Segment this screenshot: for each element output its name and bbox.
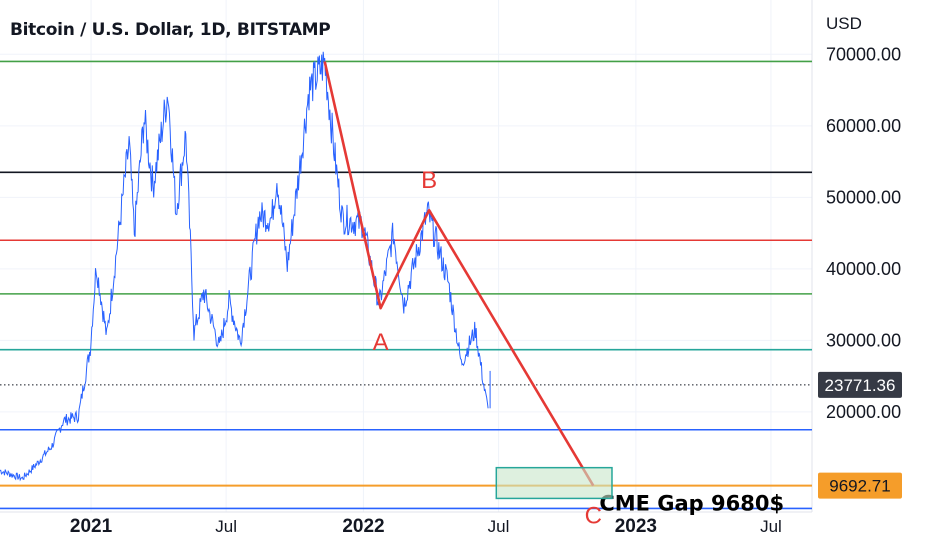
gap-annotation: CME Gap 9680$	[599, 491, 784, 515]
wave-label-c: C	[585, 503, 602, 530]
chart-grid	[0, 0, 813, 513]
y-tick-label: 20000.00	[826, 402, 901, 422]
y-tick-label: 30000.00	[826, 330, 901, 350]
price-axis[interactable]: 70000.00 60000.00 50000.00 40000.00 30000.00…	[826, 44, 901, 422]
x-tick-label: Jul	[760, 517, 782, 536]
wave-label-a: A	[373, 329, 389, 356]
last-price-tag: 23771.36	[825, 376, 896, 395]
x-tick-label: Jul	[215, 517, 237, 536]
currency-label: USD	[826, 14, 862, 33]
x-tick-label: 2021	[70, 516, 113, 537]
y-tick-label: 50000.00	[826, 187, 901, 207]
price-tags: 23771.36 9692.71	[818, 371, 902, 499]
price-line	[0, 51, 489, 482]
wave-label-b: B	[421, 167, 437, 194]
chart-title: Bitcoin / U.S. Dollar, 1D, BITSTAMP	[10, 20, 331, 40]
gap-price-tag: 9692.71	[829, 477, 890, 496]
x-tick-label: Jul	[488, 517, 510, 536]
wave-line	[323, 61, 595, 487]
last-price-tag-bg	[818, 371, 902, 398]
price-series	[0, 51, 491, 482]
gap-box	[495, 466, 613, 500]
x-tick-label: 2022	[342, 516, 384, 537]
y-tick-label: 60000.00	[826, 116, 901, 136]
x-tick-label: 2023	[615, 516, 657, 537]
gap-price-tag-bg	[818, 472, 902, 499]
y-tick-label: 40000.00	[826, 259, 901, 279]
horizontal-levels	[0, 60, 812, 510]
time-axis[interactable]: 2021 Jul 2022 Jul 2023 Jul	[70, 516, 782, 537]
cme-gap-zone[interactable]	[495, 466, 613, 500]
y-tick-label: 70000.00	[826, 44, 901, 64]
